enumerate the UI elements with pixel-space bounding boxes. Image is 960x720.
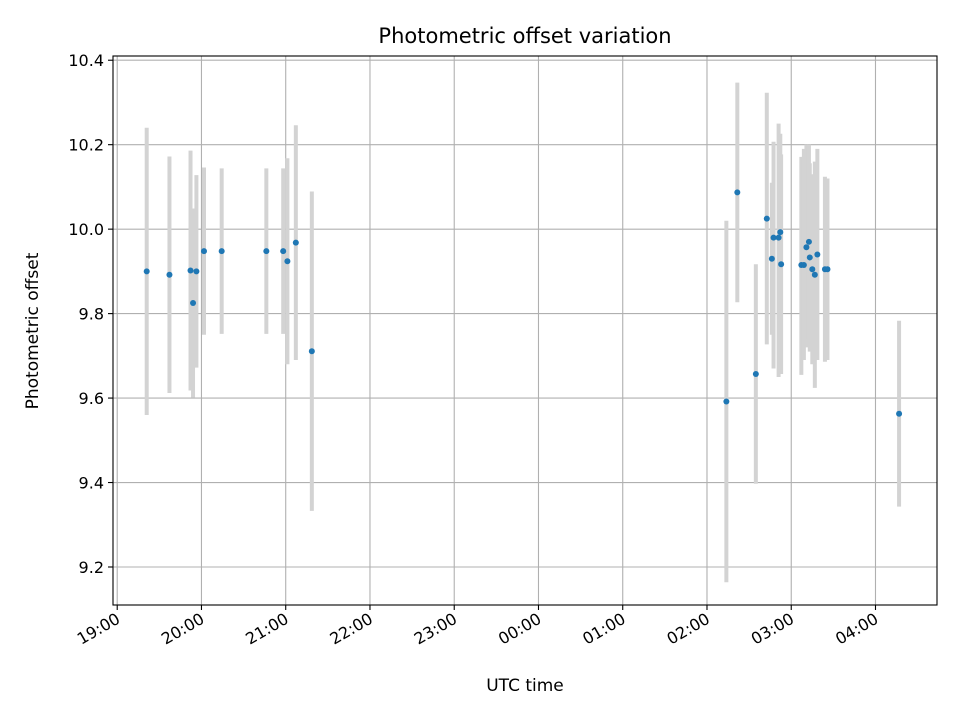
data-point [752,370,759,377]
data-point [280,248,287,255]
data-point [811,271,818,278]
data-point [777,229,784,236]
y-tick-label: 9.2 [79,558,104,577]
data-point [263,248,270,255]
data-point [805,238,812,245]
data-point [809,266,816,273]
plot-frame [112,55,938,606]
data-point [814,251,821,258]
data-point [200,248,207,255]
data-point [803,244,810,251]
data-point [734,189,741,196]
data-point [723,398,730,405]
y-tick-label: 9.6 [79,389,104,408]
data-point [800,262,807,269]
data-point [193,268,200,275]
data-point [143,268,150,275]
data-point [190,300,197,307]
y-axis-ticks: 9.2 9.4 9.6 9.8 10.0 10.2 10.4 [68,51,113,577]
data-point [824,266,831,273]
y-tick-label: 10.0 [68,220,104,239]
data-point [166,271,173,278]
data-point [284,258,291,265]
grid-lines [113,56,937,605]
y-tick-label: 9.4 [79,474,104,493]
chart-title: Photometric offset variation [378,24,671,48]
x-axis-label: UTC time [486,676,564,696]
data-point [806,254,813,261]
y-tick-label: 10.2 [68,136,104,155]
y-axis-label: Photometric offset [23,252,43,409]
data-point [187,267,194,274]
data-point [896,410,903,417]
data-point [763,215,770,222]
data-point [768,255,775,262]
y-tick-label: 10.4 [68,51,104,70]
data-point [308,348,315,355]
y-tick-label: 9.8 [79,305,104,324]
data-point [778,261,785,268]
data-point [775,234,782,241]
data-point [292,239,299,246]
data-point [770,234,777,241]
data-points [143,189,903,417]
data-point [218,248,225,255]
